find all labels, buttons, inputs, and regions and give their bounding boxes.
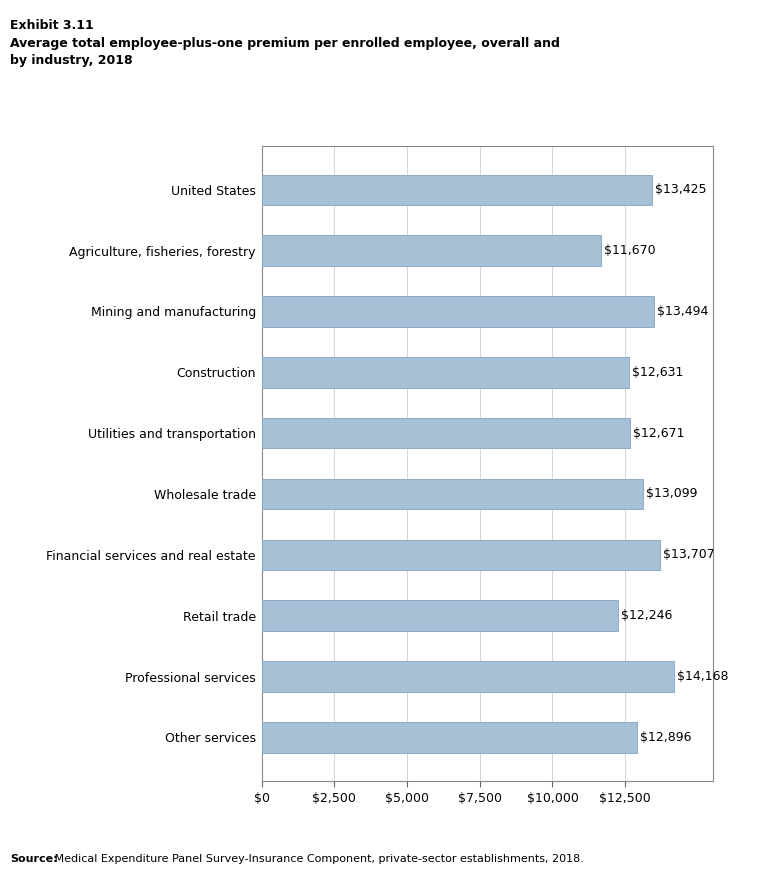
Text: Source:: Source:: [10, 854, 58, 864]
Bar: [262, 175, 652, 205]
Text: $12,631: $12,631: [632, 366, 683, 379]
Text: $13,494: $13,494: [657, 305, 709, 318]
Text: $13,707: $13,707: [663, 548, 715, 562]
Text: $12,671: $12,671: [633, 426, 684, 440]
Text: Exhibit 3.11: Exhibit 3.11: [10, 19, 93, 33]
Text: $13,425: $13,425: [655, 184, 706, 196]
Bar: [262, 479, 643, 509]
Text: $14,168: $14,168: [677, 670, 728, 683]
Bar: [262, 236, 601, 266]
Bar: [262, 540, 660, 570]
Text: Medical Expenditure Panel Survey-Insurance Component, private-sector establishme: Medical Expenditure Panel Survey-Insuran…: [51, 854, 584, 864]
Bar: [262, 722, 637, 752]
Text: Average total employee-plus-one premium per enrolled employee, overall and
by in: Average total employee-plus-one premium …: [10, 37, 559, 67]
Bar: [262, 297, 654, 327]
Text: $11,670: $11,670: [604, 244, 656, 257]
Text: $13,099: $13,099: [646, 487, 697, 501]
Bar: [262, 357, 629, 388]
Text: $12,246: $12,246: [621, 609, 672, 623]
Bar: [262, 418, 630, 449]
Bar: [262, 661, 674, 691]
Bar: [262, 600, 618, 630]
Text: $12,896: $12,896: [640, 731, 691, 743]
